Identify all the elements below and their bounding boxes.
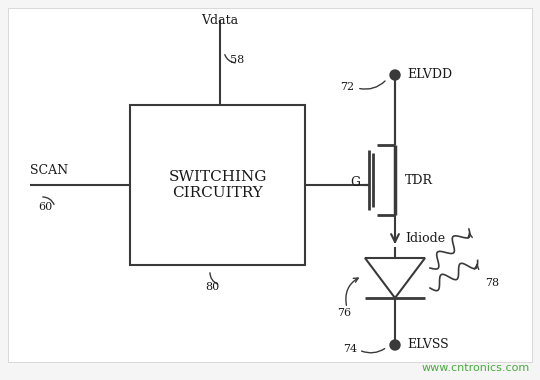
- Text: SCAN: SCAN: [30, 165, 68, 177]
- Bar: [130, 105, 305, 265]
- Text: Vdata: Vdata: [201, 14, 239, 27]
- Text: CIRCUITRY: CIRCUITRY: [172, 186, 263, 200]
- Text: Idiode: Idiode: [405, 233, 445, 245]
- Text: G: G: [350, 176, 360, 188]
- Text: ELVSS: ELVSS: [407, 339, 449, 352]
- Text: www.cntronics.com: www.cntronics.com: [422, 363, 530, 373]
- Text: 80: 80: [205, 282, 219, 292]
- Text: SWITCHING: SWITCHING: [168, 170, 267, 184]
- Text: 76: 76: [337, 308, 351, 318]
- Text: 72: 72: [340, 82, 354, 92]
- Text: TDR: TDR: [405, 174, 433, 187]
- Text: 74: 74: [343, 344, 357, 354]
- Circle shape: [390, 340, 400, 350]
- Circle shape: [390, 70, 400, 80]
- Text: 58: 58: [230, 55, 244, 65]
- Text: 60: 60: [38, 202, 52, 212]
- Text: ELVDD: ELVDD: [407, 68, 452, 81]
- Text: 78: 78: [485, 278, 499, 288]
- Polygon shape: [365, 258, 425, 298]
